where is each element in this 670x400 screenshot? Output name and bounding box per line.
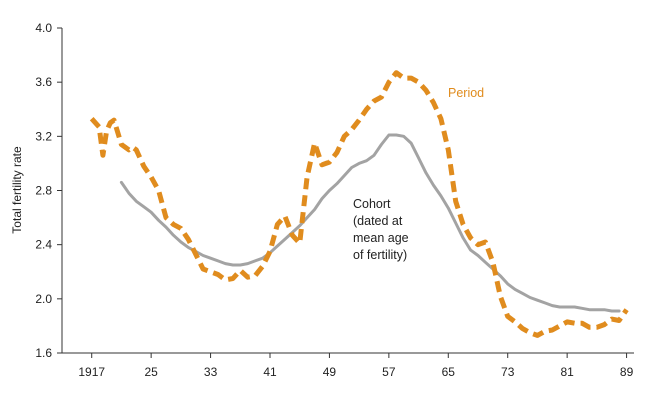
cohort-label-line-2: (dated at [353,214,403,228]
x-tick-label: 41 [263,365,277,379]
series-layer [89,70,629,338]
x-tick-label: 89 [620,365,634,379]
x-tick-label: 81 [560,365,574,379]
series-line-cohort [119,133,621,313]
series-label-period: Period [448,86,484,100]
series-label-cohort: Cohort (dated at mean age of fertility) [353,197,412,262]
series-line-period [89,70,629,338]
y-tick-label: 4.0 [35,21,52,35]
y-tick-label: 2.4 [35,238,52,252]
y-tick-label: 2.8 [35,184,52,198]
x-tick-label: 33 [204,365,218,379]
y-axis-title: Total fertility rate [10,146,24,234]
x-tick-label: 1917 [78,365,105,379]
y-tick-label: 3.2 [35,129,52,143]
cohort-label-line-3: mean age [353,231,409,245]
x-tick-label: 73 [501,365,515,379]
x-tick-label: 57 [382,365,396,379]
y-tick-label: 2.0 [35,292,52,306]
cohort-label-line-1: Cohort [353,197,391,211]
x-tick-label: 25 [144,365,158,379]
x-tick-label: 65 [442,365,456,379]
y-tick-label: 1.6 [35,346,52,360]
cohort-label-line-4: of fertility) [353,248,407,262]
x-tick-label: 49 [323,365,337,379]
tick-layer: 1.6 2.0 2.4 2.8 3.2 3.6 4.0 1917 25 33 41 49 57 65 73 8… [35,21,633,379]
y-tick-label: 3.6 [35,75,52,89]
